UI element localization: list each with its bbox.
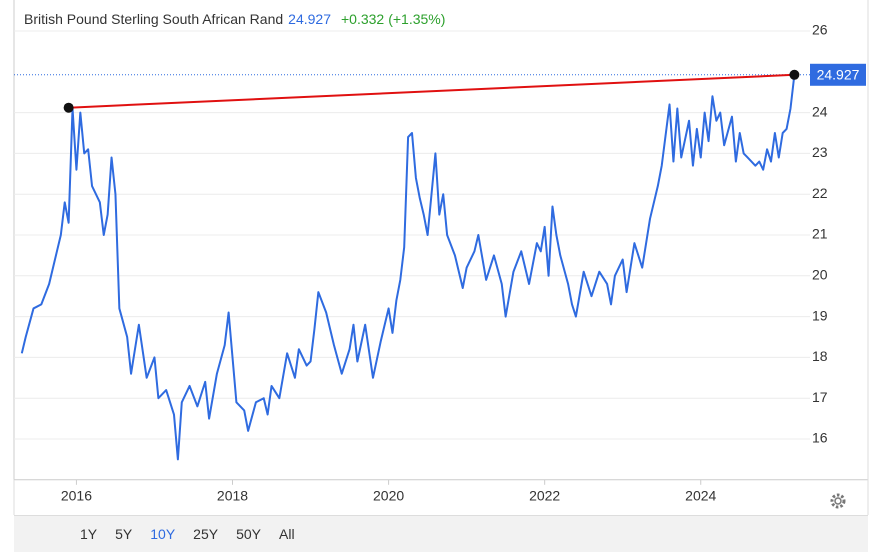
x-tick-label: 2020 bbox=[373, 488, 404, 504]
range-bar: 1Y 5Y 10Y 25Y 50Y All bbox=[14, 515, 868, 552]
range-button[interactable]: 10Y bbox=[150, 526, 176, 542]
last-value-label: 24.927 bbox=[817, 66, 860, 82]
y-tick-label: 23 bbox=[812, 144, 828, 160]
y-tick-label: 16 bbox=[812, 430, 828, 446]
range-button[interactable]: 5Y bbox=[115, 526, 133, 542]
x-tick-label: 2024 bbox=[685, 488, 716, 504]
line-series bbox=[20, 74, 796, 461]
y-tick-label: 18 bbox=[812, 348, 828, 364]
change: +0.332 bbox=[341, 11, 384, 27]
trend-point bbox=[63, 102, 74, 113]
x-tick-label: 2022 bbox=[529, 488, 560, 504]
chart-header: British Pound Sterling South African Ran… bbox=[24, 11, 445, 27]
settings-icon[interactable] bbox=[828, 491, 848, 511]
chart: British Pound Sterling South African Ran… bbox=[13, 0, 869, 515]
change-pct: (+1.35%) bbox=[388, 11, 445, 27]
y-tick-label: 20 bbox=[812, 267, 828, 283]
trend-point bbox=[789, 69, 800, 80]
range-button[interactable]: All bbox=[279, 526, 295, 542]
title: British Pound Sterling South African Ran… bbox=[24, 11, 283, 27]
price: 24.927 bbox=[288, 11, 331, 27]
range-button[interactable]: 1Y bbox=[80, 526, 98, 542]
range-button[interactable]: 25Y bbox=[193, 526, 219, 542]
trend-line bbox=[68, 73, 795, 109]
y-tick-label: 19 bbox=[812, 307, 828, 323]
y-tick-label: 22 bbox=[812, 185, 828, 201]
y-tick-label: 17 bbox=[812, 389, 828, 405]
y-tick-label: 26 bbox=[812, 22, 828, 38]
last-value-box bbox=[810, 63, 866, 86]
y-tick-label: 21 bbox=[812, 226, 828, 242]
y-tick-label: 24 bbox=[812, 103, 828, 119]
x-tick-label: 2018 bbox=[217, 488, 248, 504]
range-button[interactable]: 50Y bbox=[236, 526, 262, 542]
x-tick-label: 2016 bbox=[61, 488, 92, 504]
